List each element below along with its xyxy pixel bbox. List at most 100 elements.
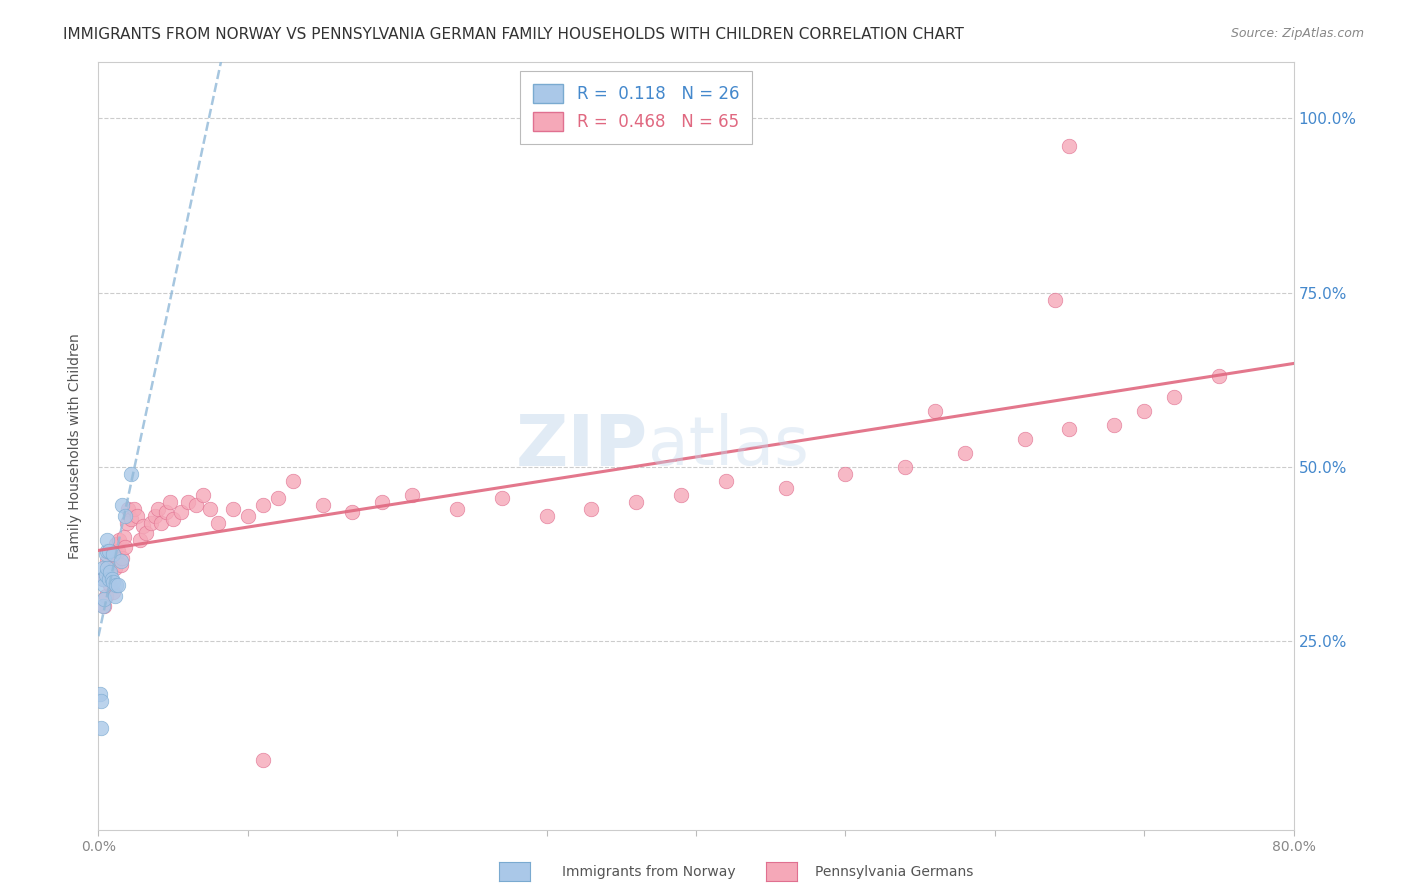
Point xyxy=(120,467,142,481)
Point xyxy=(101,572,124,586)
Point xyxy=(110,554,132,568)
Point xyxy=(94,547,117,561)
Point xyxy=(371,495,394,509)
Point xyxy=(94,568,117,582)
Point xyxy=(162,512,184,526)
Point xyxy=(105,536,128,550)
Point xyxy=(90,722,112,736)
Point xyxy=(96,533,118,548)
Point xyxy=(1133,404,1156,418)
Point xyxy=(96,554,118,568)
Point xyxy=(91,572,114,586)
Point xyxy=(97,572,120,586)
Point xyxy=(1059,421,1081,435)
Point xyxy=(200,501,222,516)
Point xyxy=(135,526,157,541)
Point xyxy=(924,404,946,418)
Point xyxy=(98,578,122,592)
Point xyxy=(775,481,797,495)
Point xyxy=(97,565,120,579)
Text: Pennsylvania Germans: Pennsylvania Germans xyxy=(815,865,974,880)
Point xyxy=(91,561,114,575)
Point xyxy=(536,508,558,523)
Point xyxy=(222,501,245,516)
Point xyxy=(252,753,274,767)
Point xyxy=(191,488,214,502)
Text: IMMIGRANTS FROM NORWAY VS PENNSYLVANIA GERMAN FAMILY HOUSEHOLDS WITH CHILDREN CO: IMMIGRANTS FROM NORWAY VS PENNSYLVANIA G… xyxy=(63,27,965,42)
Point xyxy=(714,474,737,488)
Point xyxy=(104,561,127,575)
Point xyxy=(626,495,648,509)
Point xyxy=(90,693,112,707)
Point xyxy=(150,516,173,530)
Point xyxy=(1104,418,1126,433)
Point xyxy=(267,491,290,506)
Point xyxy=(342,505,364,519)
Point xyxy=(127,508,149,523)
Point xyxy=(107,543,129,558)
Point xyxy=(207,516,229,530)
Point xyxy=(103,547,125,561)
Point xyxy=(953,446,976,460)
Point xyxy=(177,495,200,509)
Point xyxy=(93,592,115,607)
Point xyxy=(1014,432,1036,446)
Point xyxy=(169,505,191,519)
Point xyxy=(1208,369,1230,384)
Point xyxy=(91,599,114,614)
Point xyxy=(111,498,134,512)
Point xyxy=(93,599,115,614)
Point xyxy=(104,589,127,603)
Point xyxy=(143,508,166,523)
Point xyxy=(124,501,146,516)
Point xyxy=(107,578,129,592)
Point xyxy=(446,501,468,516)
Point xyxy=(93,578,115,592)
Point xyxy=(669,488,692,502)
Point xyxy=(132,519,155,533)
Point xyxy=(108,533,131,548)
Point xyxy=(581,501,603,516)
Point xyxy=(110,558,132,572)
Point xyxy=(96,561,118,575)
Point xyxy=(1059,139,1081,153)
Point xyxy=(112,530,135,544)
Point xyxy=(114,508,136,523)
Point xyxy=(101,547,124,561)
Point xyxy=(98,565,122,579)
Point xyxy=(311,498,333,512)
Point xyxy=(1163,390,1185,404)
Point xyxy=(111,550,134,565)
Point xyxy=(155,505,177,519)
Point xyxy=(115,516,138,530)
Point xyxy=(184,498,207,512)
Point xyxy=(129,533,152,548)
Text: Immigrants from Norway: Immigrants from Norway xyxy=(562,865,735,880)
Point xyxy=(834,467,856,481)
Point xyxy=(139,516,162,530)
Point xyxy=(117,501,139,516)
Point xyxy=(103,585,125,599)
Y-axis label: Family Households with Children: Family Households with Children xyxy=(69,333,83,559)
Point xyxy=(91,572,114,586)
Text: ZIP: ZIP xyxy=(516,411,648,481)
Point xyxy=(114,540,136,554)
Point xyxy=(97,543,120,558)
Point xyxy=(401,488,423,502)
Point xyxy=(252,498,274,512)
Point xyxy=(94,589,117,603)
Point xyxy=(148,501,170,516)
Legend: R =  0.118   N = 26, R =  0.468   N = 65: R = 0.118 N = 26, R = 0.468 N = 65 xyxy=(520,70,752,145)
Point xyxy=(105,578,128,592)
Point xyxy=(159,495,181,509)
Text: Source: ZipAtlas.com: Source: ZipAtlas.com xyxy=(1230,27,1364,40)
Point xyxy=(491,491,513,506)
Point xyxy=(1043,293,1066,307)
Text: atlas: atlas xyxy=(648,413,808,479)
Point xyxy=(96,543,118,558)
Point xyxy=(281,474,304,488)
Point xyxy=(120,512,142,526)
Point xyxy=(894,459,917,474)
Point xyxy=(89,687,111,701)
Point xyxy=(236,508,259,523)
